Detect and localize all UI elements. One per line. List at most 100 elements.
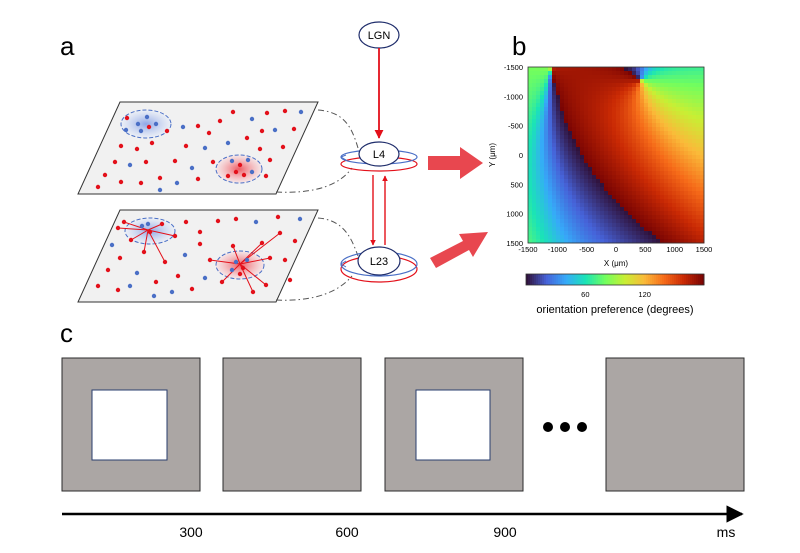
map-pixel xyxy=(628,143,633,148)
map-pixel xyxy=(592,183,597,188)
map-pixel xyxy=(608,107,613,112)
map-pixel xyxy=(544,95,549,100)
map-pixel xyxy=(640,227,645,232)
map-pixel xyxy=(564,175,569,180)
map-pixel xyxy=(600,123,605,128)
map-pixel xyxy=(556,163,561,168)
map-pixel xyxy=(684,211,689,216)
map-pixel xyxy=(536,239,541,244)
map-pixel xyxy=(568,123,573,128)
panel-label-c: c xyxy=(60,318,73,348)
map-pixel xyxy=(672,203,677,208)
colorbar-segment xyxy=(676,274,679,285)
map-pixel xyxy=(544,119,549,124)
map-pixel xyxy=(528,91,533,96)
map-pixel xyxy=(592,115,597,120)
map-pixel xyxy=(572,87,577,92)
map-pixel xyxy=(528,159,533,164)
map-pixel xyxy=(680,151,685,156)
map-pixel xyxy=(668,235,673,240)
map-pixel xyxy=(684,207,689,212)
map-pixel xyxy=(612,107,617,112)
map-pixel xyxy=(628,131,633,136)
map-pixel xyxy=(564,159,569,164)
map-pixel xyxy=(580,135,585,140)
map-pixel xyxy=(556,91,561,96)
map-pixel xyxy=(600,91,605,96)
map-pixel xyxy=(632,147,637,152)
colorbar-segment xyxy=(558,274,561,285)
map-pixel xyxy=(568,163,573,168)
map-pixel xyxy=(556,71,561,76)
map-pixel xyxy=(560,163,565,168)
map-pixel xyxy=(564,147,569,152)
map-pixel xyxy=(620,203,625,208)
map-pixel xyxy=(540,175,545,180)
map-pixel xyxy=(560,87,565,92)
map-pixel xyxy=(664,191,669,196)
map-pixel xyxy=(700,159,705,164)
map-pixel xyxy=(620,211,625,216)
map-pixel xyxy=(660,67,665,72)
colorbar-segment xyxy=(644,274,647,285)
map-pixel xyxy=(640,83,645,88)
map-pixel xyxy=(556,143,561,148)
map-pixel xyxy=(552,159,557,164)
map-pixel xyxy=(624,219,629,224)
map-pixel xyxy=(584,227,589,232)
map-pixel xyxy=(588,103,593,108)
map-pixel xyxy=(684,87,689,92)
map-pixel xyxy=(680,107,685,112)
excitatory-neuron-dot xyxy=(233,169,239,175)
map-pixel xyxy=(568,127,573,132)
map-pixel xyxy=(696,167,701,172)
map-pixel xyxy=(532,127,537,132)
map-pixel xyxy=(676,239,681,244)
map-pixel xyxy=(596,167,601,172)
map-pixel xyxy=(536,187,541,192)
map-pixel xyxy=(656,123,661,128)
map-pixel xyxy=(616,131,621,136)
colorbar-segment xyxy=(622,274,625,285)
inhibitory-neuron-dot xyxy=(202,275,208,281)
map-pixel xyxy=(624,163,629,168)
map-pixel xyxy=(556,199,561,204)
map-pixel xyxy=(592,91,597,96)
map-pixel xyxy=(692,235,697,240)
map-pixel xyxy=(652,107,657,112)
excitatory-neuron-dot xyxy=(237,271,243,277)
map-pixel xyxy=(568,103,573,108)
map-pixel xyxy=(592,155,597,160)
map-pixel xyxy=(624,91,629,96)
map-pixel xyxy=(572,203,577,208)
map-pixel xyxy=(588,215,593,220)
map-pixel xyxy=(572,127,577,132)
map-pixel xyxy=(528,135,533,140)
map-pixel xyxy=(532,199,537,204)
map-pixel xyxy=(604,187,609,192)
map-pixel xyxy=(684,187,689,192)
map-pixel xyxy=(628,159,633,164)
map-pixel xyxy=(628,71,633,76)
map-pixel xyxy=(572,167,577,172)
map-pixel xyxy=(644,215,649,220)
colorbar-segment xyxy=(590,274,593,285)
map-pixel xyxy=(684,199,689,204)
excitatory-neuron-dot xyxy=(263,282,269,288)
map-pixel xyxy=(584,151,589,156)
map-pixel xyxy=(640,95,645,100)
map-pixel xyxy=(540,119,545,124)
map-pixel xyxy=(668,163,673,168)
map-pixel xyxy=(600,183,605,188)
map-pixel xyxy=(548,195,553,200)
map-pixel xyxy=(688,151,693,156)
map-pixel xyxy=(568,175,573,180)
excitatory-neuron-dot xyxy=(164,128,170,134)
map-pixel xyxy=(640,103,645,108)
map-pixel xyxy=(540,211,545,216)
map-pixel xyxy=(536,207,541,212)
map-pixel xyxy=(684,159,689,164)
map-pixel xyxy=(560,147,565,152)
map-pixel xyxy=(544,75,549,80)
red-pool-l4 xyxy=(215,154,263,184)
